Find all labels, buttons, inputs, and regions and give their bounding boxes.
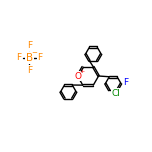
Text: Cl: Cl xyxy=(112,88,121,98)
Text: F: F xyxy=(27,66,32,75)
Text: O: O xyxy=(74,71,81,81)
Text: B: B xyxy=(26,53,33,63)
Text: F: F xyxy=(27,41,32,50)
Text: F: F xyxy=(37,53,42,62)
Text: F: F xyxy=(16,53,21,62)
Text: +: + xyxy=(79,69,85,74)
Text: −: − xyxy=(31,50,37,55)
Text: F: F xyxy=(123,78,128,87)
